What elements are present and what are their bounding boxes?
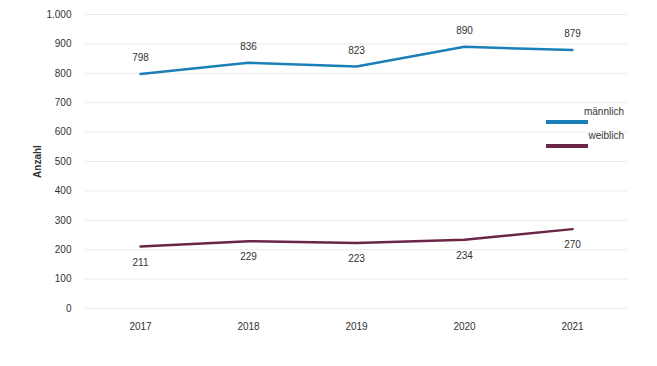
- svg-text:234: 234: [456, 250, 473, 261]
- svg-text:Anzahl: Anzahl: [32, 145, 43, 178]
- svg-text:500: 500: [55, 156, 72, 167]
- html-text:weiblich: weiblich: [588, 130, 624, 141]
- svg-text:1.000: 1.000: [46, 9, 71, 20]
- svg-text:400: 400: [55, 185, 72, 196]
- svg-text:890: 890: [456, 25, 473, 36]
- svg-text:229: 229: [240, 251, 257, 262]
- svg-text:700: 700: [55, 97, 72, 108]
- html-text:männlich: männlich: [584, 106, 624, 117]
- svg-text:211: 211: [133, 257, 149, 268]
- svg-text:2018: 2018: [237, 321, 260, 332]
- svg-text:100: 100: [55, 273, 72, 284]
- svg-text:2021: 2021: [561, 321, 584, 332]
- svg-text:200: 200: [55, 244, 72, 255]
- svg-text:879: 879: [564, 28, 581, 39]
- svg-text:900: 900: [55, 38, 72, 49]
- svg-text:270: 270: [564, 239, 581, 250]
- svg-text:836: 836: [240, 41, 257, 52]
- svg-text:823: 823: [348, 45, 365, 56]
- svg-text:2020: 2020: [453, 321, 476, 332]
- svg-text:2019: 2019: [345, 321, 368, 332]
- svg-text:798: 798: [132, 52, 149, 63]
- svg-text:2017: 2017: [129, 321, 152, 332]
- svg-text:800: 800: [55, 68, 72, 79]
- svg-text:223: 223: [348, 253, 365, 264]
- svg-text:600: 600: [55, 126, 72, 137]
- svg-text:300: 300: [55, 215, 72, 226]
- svg-text:0: 0: [66, 303, 72, 314]
